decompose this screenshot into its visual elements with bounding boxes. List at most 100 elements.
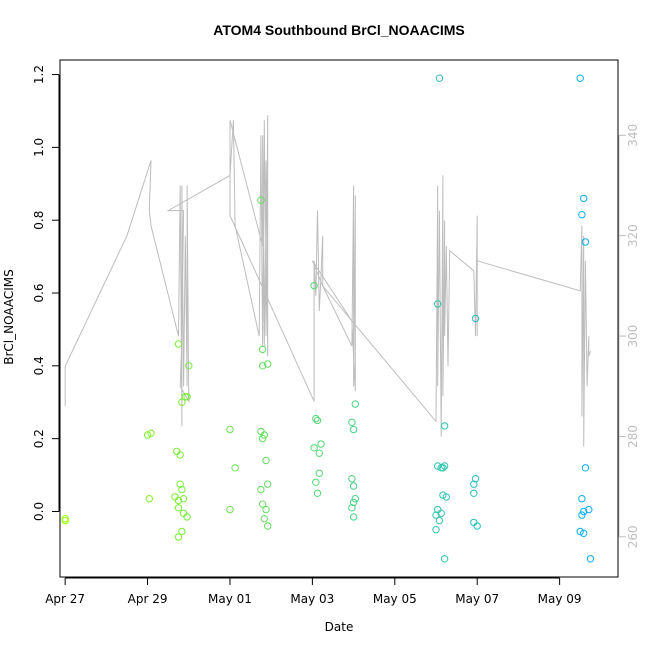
- data-point: [258, 434, 267, 443]
- data-point: [171, 493, 179, 501]
- data-point: [176, 451, 184, 459]
- data-point: [581, 238, 590, 246]
- data-point: [310, 282, 318, 290]
- y-axis-label: BrCl_NOAACIMS: [2, 269, 16, 365]
- data-point: [442, 493, 450, 501]
- data-point: [349, 513, 358, 521]
- data-point: [312, 478, 320, 486]
- data-point: [349, 425, 358, 434]
- data-point: [435, 516, 444, 525]
- data-point: [470, 489, 478, 497]
- data-point: [315, 449, 323, 457]
- data-point: [578, 211, 586, 219]
- data-point: [226, 505, 234, 514]
- x-tick-label: May 07: [455, 592, 499, 606]
- data-point: [147, 429, 155, 437]
- y-tick-label: 0.0: [32, 502, 46, 521]
- data-point: [176, 480, 184, 488]
- data-point: [586, 555, 595, 563]
- data-point: [348, 504, 356, 512]
- data-point: [178, 398, 186, 406]
- data-point: [178, 485, 186, 494]
- data-point: [348, 418, 356, 426]
- data-point: [440, 555, 449, 563]
- data-point: [432, 526, 440, 534]
- data-point: [585, 505, 593, 514]
- y-tick-label: 1.2: [32, 65, 46, 84]
- x-tick-label: May 09: [538, 592, 582, 606]
- data-point: [317, 440, 325, 448]
- data-point: [351, 400, 359, 408]
- data-point: [183, 513, 191, 521]
- data-point: [258, 345, 267, 354]
- data-point: [351, 495, 359, 503]
- y-tick-label: 0.6: [32, 283, 46, 302]
- data-point: [262, 505, 270, 514]
- data-point: [437, 509, 445, 517]
- y-tick-label: 0.2: [32, 429, 46, 448]
- data-point: [432, 511, 440, 519]
- data-point: [440, 422, 449, 430]
- data-point: [174, 533, 183, 541]
- data-point: [257, 485, 265, 494]
- data-point: [257, 196, 265, 204]
- data-point: [313, 489, 322, 497]
- x-tick-label: Apr 29: [128, 592, 168, 606]
- data-point: [174, 340, 183, 348]
- data-point: [315, 469, 323, 477]
- x-tick-label: May 01: [208, 592, 252, 606]
- data-point: [179, 509, 188, 517]
- y2-tick-label: 280: [626, 425, 640, 448]
- data-point: [348, 475, 356, 483]
- data-point: [578, 495, 586, 503]
- data-point: [262, 456, 270, 465]
- data-point: [174, 504, 183, 512]
- data-point: [440, 462, 449, 470]
- data-point: [260, 515, 268, 523]
- data-point: [312, 414, 320, 423]
- data-point: [439, 464, 447, 472]
- data-point: [581, 464, 590, 472]
- data-point: [434, 300, 442, 308]
- data-point: [435, 74, 444, 82]
- data-point: [349, 498, 358, 507]
- data-point: [178, 527, 186, 536]
- x-axis-label: Date: [325, 620, 354, 634]
- data-point: [471, 314, 480, 323]
- data-point: [434, 462, 442, 470]
- x-tick-label: Apr 27: [45, 592, 85, 606]
- data-point: [179, 495, 188, 503]
- data-point: [580, 194, 588, 203]
- line-layer: [64, 115, 591, 447]
- data-point: [258, 500, 267, 508]
- data-point: [260, 431, 268, 439]
- data-point: [264, 480, 272, 488]
- plot-frame: [59, 59, 619, 578]
- data-point: [185, 362, 193, 370]
- point-layer: [61, 74, 595, 563]
- y2-tick-label: 320: [626, 224, 640, 247]
- data-point: [473, 522, 481, 530]
- x-tick-label: May 03: [290, 592, 334, 606]
- data-point: [231, 464, 239, 472]
- x-tick-label: May 05: [373, 592, 417, 606]
- y-tick-label: 0.4: [32, 356, 46, 375]
- y-tick-label: 1.0: [32, 138, 46, 157]
- data-point: [580, 529, 588, 537]
- data-point: [145, 495, 154, 503]
- data-point: [174, 496, 183, 505]
- y2-tick-label: 340: [626, 124, 640, 147]
- chart-title: ATOM4 Southbound BrCl_NOAACIMS: [213, 22, 464, 38]
- y-axis: 0.0 0.2 0.4 0.6 0.8 1.0 1.2: [32, 65, 60, 521]
- data-point: [264, 360, 272, 368]
- y2-tick-label: 260: [626, 525, 640, 548]
- data-point: [183, 393, 191, 401]
- data-point: [576, 527, 584, 536]
- y-tick-label: 0.8: [32, 211, 46, 230]
- x-axis: Apr 27 Apr 29 May 01 May 03 May 05 May 07 May …: [45, 577, 582, 606]
- data-point: [578, 511, 586, 519]
- y2-axis: 260 280 300 320 340: [618, 124, 640, 548]
- data-point: [61, 516, 69, 525]
- data-point: [264, 522, 272, 530]
- data-point: [576, 74, 584, 82]
